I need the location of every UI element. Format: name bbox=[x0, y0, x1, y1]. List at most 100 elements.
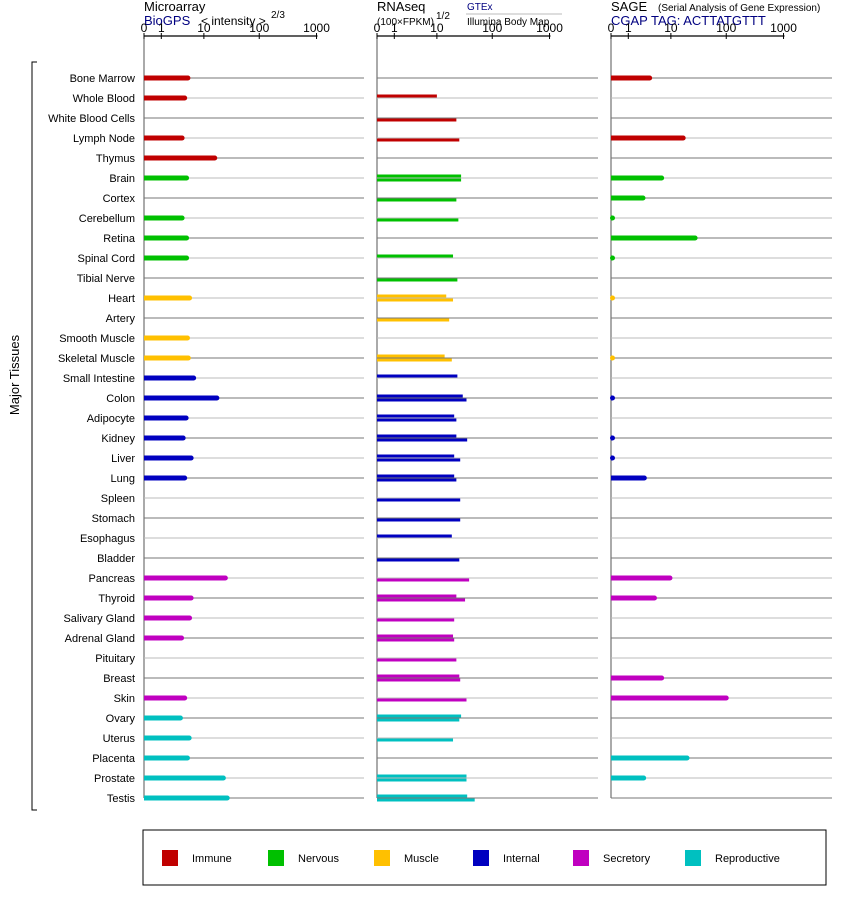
rnaseq-bar bbox=[377, 678, 461, 682]
microarray-bar-cap bbox=[184, 335, 190, 341]
sage-bar-cap bbox=[610, 295, 615, 301]
tissue-label: Ovary bbox=[106, 713, 136, 725]
sage-bar-cap bbox=[610, 355, 615, 361]
microarray-bar bbox=[144, 295, 190, 301]
tissue-label: Lung bbox=[111, 473, 135, 485]
microarray-bar bbox=[144, 635, 182, 641]
rnaseq-unit-exponent: 1/2 bbox=[436, 11, 450, 22]
tissue-label: Bladder bbox=[97, 553, 135, 565]
tissue-label: Prostate bbox=[94, 773, 135, 785]
rnaseq-bar bbox=[377, 278, 458, 282]
rnaseq-bar bbox=[377, 358, 452, 362]
x-tick-label: 100 bbox=[716, 21, 736, 35]
tissue-label: White Blood Cells bbox=[48, 113, 135, 125]
rnaseq-bar bbox=[377, 198, 457, 202]
microarray-bar-cap bbox=[182, 695, 188, 701]
tissue-label: Uterus bbox=[103, 733, 136, 745]
microarray-bar-cap bbox=[184, 235, 190, 241]
rnaseq-bar bbox=[377, 298, 454, 302]
sage-bar bbox=[611, 755, 688, 761]
rnaseq-bar bbox=[377, 394, 463, 398]
rnaseq-bar bbox=[377, 294, 447, 298]
microarray-bar-cap bbox=[179, 215, 185, 221]
tissue-label: Artery bbox=[106, 313, 136, 325]
microarray-bar-cap bbox=[180, 435, 186, 441]
tissue-label: Testis bbox=[107, 793, 136, 805]
microarray-bar bbox=[144, 75, 188, 81]
x-tick-label: 10 bbox=[430, 21, 444, 35]
rnaseq-bar bbox=[377, 778, 467, 782]
rnaseq-bar bbox=[377, 598, 466, 602]
legend-label: Nervous bbox=[298, 853, 339, 865]
microarray-bar-cap bbox=[183, 415, 189, 421]
tissue-label: Thyroid bbox=[98, 593, 135, 605]
rnaseq-bar bbox=[377, 578, 470, 582]
tissue-label: Small Intestine bbox=[63, 373, 135, 385]
legend-swatch bbox=[473, 850, 489, 866]
legend-swatch bbox=[374, 850, 390, 866]
microarray-unit-exponent: 2/3 bbox=[271, 10, 285, 21]
x-tick-label: 10 bbox=[664, 21, 678, 35]
rnaseq-bar bbox=[377, 138, 460, 142]
rnaseq-bar bbox=[377, 698, 467, 702]
microarray-bar bbox=[144, 215, 183, 221]
tissue-label: Pancreas bbox=[89, 573, 136, 585]
gtex-link[interactable]: GTEx bbox=[467, 2, 493, 13]
rnaseq-bar bbox=[377, 374, 458, 378]
sage-title: SAGE bbox=[611, 0, 647, 14]
tissue-label: Heart bbox=[108, 293, 135, 305]
rnaseq-bar bbox=[377, 174, 462, 178]
rnaseq-bar bbox=[377, 498, 461, 502]
microarray-bar bbox=[144, 755, 188, 761]
legend-swatch bbox=[685, 850, 701, 866]
microarray-bar-cap bbox=[182, 95, 188, 101]
x-tick-label: 10 bbox=[197, 21, 211, 35]
legend-swatch bbox=[573, 850, 589, 866]
microarray-bar-cap bbox=[177, 715, 183, 721]
sage-bar-cap bbox=[723, 695, 729, 701]
legend-label: Reproductive bbox=[715, 853, 780, 865]
microarray-bar bbox=[144, 235, 187, 241]
x-tick-label: 1000 bbox=[770, 21, 797, 35]
microarray-subtitle[interactable]: BioGPS bbox=[144, 13, 191, 28]
sage-bar-cap bbox=[659, 675, 665, 681]
microarray-bar-cap bbox=[179, 135, 185, 141]
sage-bar-cap bbox=[610, 395, 615, 401]
sage-subtitle[interactable]: CGAP TAG: ACTTATGTTT bbox=[611, 13, 766, 28]
microarray-bar bbox=[144, 415, 187, 421]
rnaseq-bar bbox=[377, 714, 462, 718]
rnaseq-bar bbox=[377, 798, 475, 802]
sage-bar bbox=[611, 75, 650, 81]
rnaseq-bar bbox=[377, 478, 457, 482]
tissue-label: Whole Blood bbox=[73, 93, 135, 105]
microarray-bar bbox=[144, 775, 224, 781]
legend-swatch bbox=[162, 850, 178, 866]
microarray-unit: < intensity > bbox=[201, 14, 266, 28]
sage-bar bbox=[611, 695, 727, 701]
tissue-label: Skeletal Muscle bbox=[58, 353, 135, 365]
x-tick-label: 100 bbox=[482, 21, 502, 35]
x-tick-label: 100 bbox=[249, 21, 269, 35]
rnaseq-bar bbox=[377, 254, 454, 258]
tissue-label: Cortex bbox=[103, 193, 136, 205]
rnaseq-bar bbox=[377, 458, 461, 462]
tissue-label: Colon bbox=[106, 393, 135, 405]
rnaseq-unit: (100×FPKM) bbox=[377, 17, 434, 28]
rnaseq-bar bbox=[377, 634, 454, 638]
microarray-bar-cap bbox=[188, 455, 194, 461]
sage-bar-cap bbox=[647, 75, 653, 81]
tissue-label: Thymus bbox=[96, 153, 136, 165]
tissue-label: Lymph Node bbox=[73, 133, 135, 145]
rnaseq-bar bbox=[377, 658, 457, 662]
y-axis-label: Major Tissues bbox=[7, 334, 22, 415]
sage-bar-cap bbox=[684, 755, 690, 761]
microarray-bar-cap bbox=[185, 355, 191, 361]
microarray-bar bbox=[144, 395, 217, 401]
tissue-label: Smooth Muscle bbox=[59, 333, 135, 345]
legend-swatch bbox=[268, 850, 284, 866]
x-tick-label: 1 bbox=[158, 21, 165, 35]
rnaseq-bar bbox=[377, 534, 452, 538]
rnaseq-bar bbox=[377, 318, 450, 322]
tissue-label: Adrenal Gland bbox=[65, 633, 135, 645]
rnaseq-bar bbox=[377, 354, 445, 358]
